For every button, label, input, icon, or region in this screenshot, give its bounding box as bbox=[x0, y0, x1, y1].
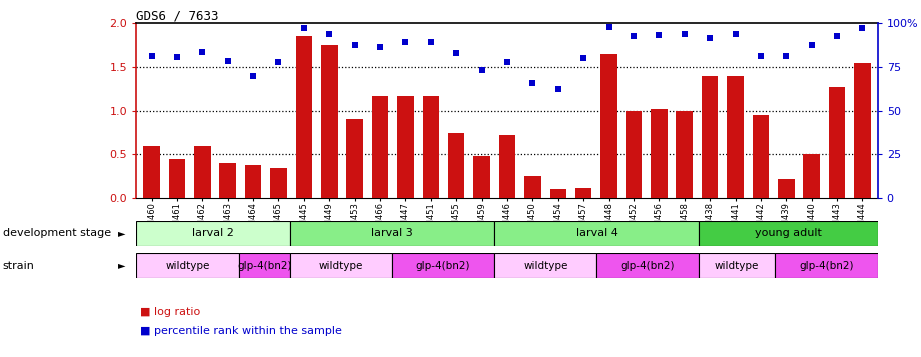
Text: larval 3: larval 3 bbox=[371, 228, 413, 238]
Bar bbox=[600, 54, 617, 198]
Bar bbox=[524, 176, 541, 198]
Text: GDS6 / 7633: GDS6 / 7633 bbox=[136, 9, 219, 22]
Point bbox=[347, 42, 362, 48]
Bar bbox=[245, 165, 262, 198]
Text: young adult: young adult bbox=[755, 228, 822, 238]
Bar bbox=[397, 96, 414, 198]
Bar bbox=[169, 159, 185, 198]
Point bbox=[601, 24, 616, 30]
Bar bbox=[290, 253, 392, 278]
Text: development stage: development stage bbox=[3, 228, 111, 238]
Bar bbox=[625, 111, 642, 198]
Point bbox=[677, 31, 692, 36]
Bar bbox=[136, 221, 290, 246]
Point bbox=[753, 54, 768, 59]
Text: ►: ► bbox=[118, 228, 125, 238]
Bar bbox=[495, 221, 699, 246]
Bar bbox=[136, 253, 239, 278]
Point bbox=[779, 53, 794, 59]
Bar bbox=[321, 45, 337, 198]
Bar bbox=[144, 146, 160, 198]
Point bbox=[703, 35, 717, 41]
Text: ►: ► bbox=[118, 261, 125, 271]
Bar bbox=[290, 221, 495, 246]
Point bbox=[729, 31, 743, 36]
Bar bbox=[392, 253, 495, 278]
Text: larval 4: larval 4 bbox=[576, 228, 617, 238]
Bar bbox=[702, 76, 718, 198]
Bar bbox=[550, 189, 566, 198]
Text: larval 2: larval 2 bbox=[192, 228, 234, 238]
Bar bbox=[699, 221, 878, 246]
Bar bbox=[677, 111, 693, 198]
Bar bbox=[239, 253, 290, 278]
Point bbox=[576, 55, 590, 61]
Point bbox=[855, 25, 869, 30]
Point bbox=[804, 42, 819, 48]
Bar bbox=[346, 119, 363, 198]
Bar bbox=[651, 109, 668, 198]
Bar bbox=[495, 253, 597, 278]
Text: glp-4(bn2): glp-4(bn2) bbox=[799, 261, 854, 271]
Point bbox=[145, 53, 159, 59]
Bar bbox=[296, 36, 312, 198]
Point bbox=[830, 34, 845, 39]
Text: wildtype: wildtype bbox=[319, 261, 363, 271]
Bar bbox=[575, 188, 591, 198]
Point bbox=[246, 73, 261, 79]
Point bbox=[499, 59, 514, 65]
Point bbox=[169, 55, 184, 60]
Point bbox=[652, 32, 667, 37]
Text: wildtype: wildtype bbox=[523, 261, 567, 271]
Text: glp-4(bn2): glp-4(bn2) bbox=[621, 261, 675, 271]
Bar bbox=[597, 253, 699, 278]
Point bbox=[424, 40, 438, 45]
Bar bbox=[194, 146, 211, 198]
Point bbox=[449, 50, 463, 56]
Bar bbox=[473, 156, 490, 198]
Point bbox=[626, 34, 641, 39]
Text: glp-4(bn2): glp-4(bn2) bbox=[237, 261, 291, 271]
Bar bbox=[699, 253, 775, 278]
Text: glp-4(bn2): glp-4(bn2) bbox=[416, 261, 471, 271]
Text: wildtype: wildtype bbox=[165, 261, 210, 271]
Point bbox=[551, 86, 565, 92]
Text: strain: strain bbox=[3, 261, 35, 271]
Bar bbox=[270, 167, 286, 198]
Point bbox=[474, 67, 489, 72]
Bar bbox=[728, 76, 744, 198]
Bar bbox=[448, 132, 464, 198]
Bar bbox=[778, 179, 795, 198]
Point bbox=[195, 49, 210, 55]
Bar bbox=[499, 135, 515, 198]
Bar bbox=[752, 115, 769, 198]
Bar bbox=[854, 62, 870, 198]
Text: ■ log ratio: ■ log ratio bbox=[140, 307, 200, 317]
Text: ■ percentile rank within the sample: ■ percentile rank within the sample bbox=[140, 326, 342, 336]
Point bbox=[398, 40, 413, 45]
Bar bbox=[423, 96, 439, 198]
Point bbox=[271, 59, 286, 65]
Bar bbox=[372, 96, 389, 198]
Point bbox=[525, 80, 540, 86]
Bar bbox=[775, 253, 878, 278]
Bar bbox=[219, 163, 236, 198]
Point bbox=[322, 31, 337, 36]
Point bbox=[373, 44, 388, 50]
Point bbox=[220, 58, 235, 64]
Bar bbox=[803, 154, 820, 198]
Point bbox=[297, 25, 311, 30]
Bar bbox=[829, 87, 845, 198]
Text: wildtype: wildtype bbox=[715, 261, 759, 271]
